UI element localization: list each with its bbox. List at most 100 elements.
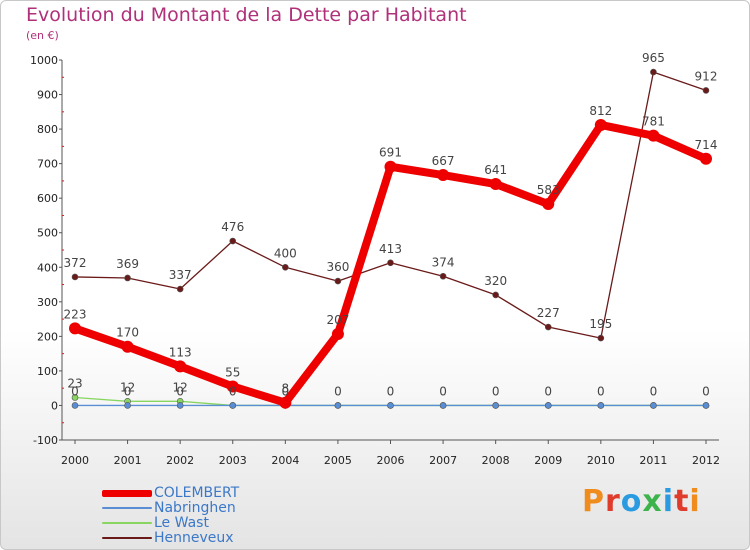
y-tick-label: 200 <box>37 330 58 343</box>
data-point-nabringhen <box>650 402 657 409</box>
data-label-zero: 0 <box>282 384 290 398</box>
data-label-henneveux: 965 <box>642 51 665 65</box>
data-point-colembert <box>174 360 187 373</box>
data-label-henneveux: 195 <box>589 317 612 331</box>
data-label-henneveux: 369 <box>116 257 139 271</box>
data-label-colembert: 223 <box>64 307 87 321</box>
data-point-nabringhen <box>176 402 184 409</box>
x-tick-label: 2003 <box>219 454 247 467</box>
legend-label-nabringhen: Nabringhen <box>154 500 236 516</box>
data-label-colembert: 113 <box>169 345 192 359</box>
data-point-colembert <box>489 178 502 191</box>
x-tick-label: 2012 <box>692 454 720 467</box>
data-label-henneveux: 476 <box>221 220 244 234</box>
data-point-henneveux <box>702 87 710 94</box>
data-label-zero: 0 <box>597 384 605 398</box>
data-label-nabringhen: 0 <box>124 384 132 398</box>
y-tick-label: -100 <box>33 434 58 447</box>
data-point-henneveux <box>229 237 237 245</box>
data-label-zero: 0 <box>229 384 237 398</box>
data-label-zero: 0 <box>492 384 500 398</box>
data-label-le-wast: 12 <box>120 380 135 394</box>
x-tick-label: 2005 <box>324 454 352 467</box>
data-point-colembert <box>647 129 660 142</box>
data-label-colembert: 55 <box>225 365 240 379</box>
data-labels-layer: 372 369 337 476 400 360 413 374 320 227 195 965 912 2… <box>64 51 718 398</box>
data-label-henneveux: 337 <box>169 268 192 282</box>
y-tick-label: 1000 <box>30 54 58 67</box>
data-label-henneveux: 372 <box>64 256 87 270</box>
data-label-le-wast: 23 <box>67 377 82 391</box>
data-label-colembert: 667 <box>432 154 455 168</box>
x-tick-label: 2007 <box>429 454 457 467</box>
data-label-colembert: 641 <box>484 163 507 177</box>
legend-label-henneveux: Henneveux <box>154 530 234 546</box>
data-point-nabringhen <box>702 402 710 409</box>
data-label-colembert: 691 <box>379 146 402 160</box>
data-point-henneveux <box>439 272 447 280</box>
data-point-colembert <box>542 198 555 211</box>
data-point-henneveux <box>282 263 289 271</box>
x-tick-label: 2011 <box>639 454 667 467</box>
y-tick-label: 300 <box>37 296 58 309</box>
data-point-nabringhen <box>544 402 552 409</box>
data-point-nabringhen <box>334 402 342 409</box>
data-point-nabringhen <box>492 402 499 409</box>
y-tick-label: 500 <box>37 227 58 240</box>
legend-swatch-le-wast <box>102 522 152 524</box>
x-tick-label: 2004 <box>271 454 299 467</box>
data-point-nabringhen <box>124 402 131 409</box>
data-label-henneveux: 360 <box>326 260 349 274</box>
data-point-colembert <box>437 169 450 182</box>
data-label-henneveux: 912 <box>695 69 718 83</box>
data-point-colembert <box>331 327 344 340</box>
logo-letter: x <box>642 484 663 519</box>
data-label-colembert: 714 <box>695 138 718 152</box>
data-point-nabringhen <box>71 402 79 409</box>
data-label-nabringhen: 0 <box>71 384 79 398</box>
x-tick-label: 2000 <box>61 454 89 467</box>
data-point-henneveux <box>387 259 394 267</box>
logo-letter: P <box>582 484 605 519</box>
y-tick-label: 700 <box>37 158 58 171</box>
data-point-colembert <box>384 160 397 173</box>
proxiti-logo: Proxiti <box>582 484 701 519</box>
data-label-zero: 0 <box>387 384 395 398</box>
logo-letter: r <box>605 484 621 519</box>
data-point-henneveux <box>650 68 657 76</box>
y-tick-label: 100 <box>37 365 58 378</box>
data-point-henneveux <box>492 291 499 299</box>
data-label-henneveux: 320 <box>484 274 507 288</box>
series-layer <box>69 68 712 409</box>
x-tick-label: 2010 <box>587 454 615 467</box>
data-point-henneveux <box>176 285 184 293</box>
chart-title: Evolution du Montant de la Dette par Hab… <box>26 4 467 26</box>
x-tick-label: 2006 <box>377 454 405 467</box>
data-label-le-wast: 12 <box>173 380 188 394</box>
data-point-nabringhen <box>597 402 605 409</box>
data-point-nabringhen <box>229 402 237 409</box>
chart-subtitle: (en €) <box>26 29 59 42</box>
data-label-colembert: 207 <box>326 313 349 327</box>
data-label-zero: 0 <box>702 384 710 398</box>
data-label-nabringhen: 0 <box>176 384 184 398</box>
data-label-colembert: 781 <box>642 115 665 129</box>
x-tick-label: 2009 <box>534 454 562 467</box>
logo-letter: i <box>662 484 675 519</box>
data-label-henneveux: 374 <box>432 255 455 269</box>
y-tick-label: 400 <box>37 261 58 274</box>
data-label-henneveux: 413 <box>379 242 402 256</box>
data-point-colembert <box>226 380 239 393</box>
data-label-zero: 0 <box>650 384 658 398</box>
logo-letter: t <box>674 484 690 519</box>
legend-label-le-wast: Le Wast <box>154 515 209 531</box>
x-tick-label: 2008 <box>482 454 510 467</box>
y-tick-label: 800 <box>37 123 58 136</box>
data-point-henneveux <box>544 323 552 331</box>
data-label-zero: 0 <box>334 384 342 398</box>
data-point-henneveux <box>71 273 79 281</box>
data-label-colembert: 170 <box>116 326 139 340</box>
data-label-colembert: 812 <box>589 104 612 118</box>
data-point-henneveux <box>597 334 605 342</box>
data-label-zero: 0 <box>439 384 447 398</box>
